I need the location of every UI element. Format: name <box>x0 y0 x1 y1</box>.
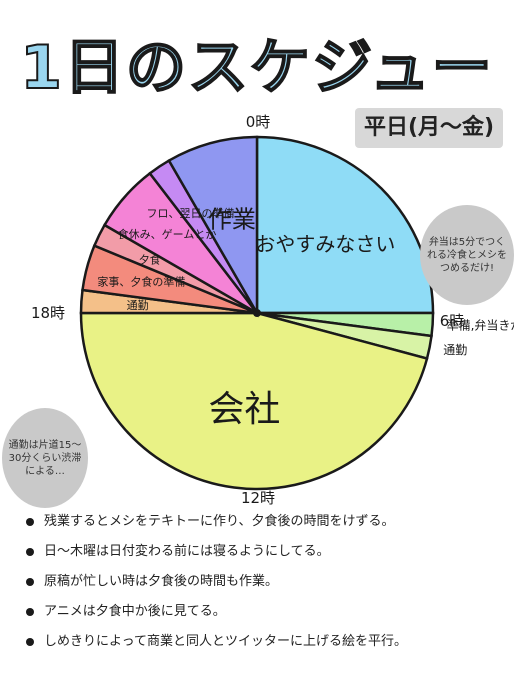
slice-label: 作業 <box>208 206 256 234</box>
slice-label: 会社 <box>208 389 280 430</box>
notes-list: 残業するとメシをテキトーに作り、夕食後の時間をけずる。 日〜木曜は日付変わる前に… <box>26 508 506 658</box>
note-item: 原稿が忙しい時は夕食後の時間も作業。 <box>26 568 506 598</box>
tick-label-0h: 0時 <box>246 113 271 131</box>
tick-label-18h: 18時 <box>31 304 65 322</box>
slice-label: おやすみなさい <box>255 232 395 256</box>
note-item: しめきりによって商業と同人とツイッターに上げる絵を平行。 <box>26 628 506 658</box>
slice-label: フロ、翌日の準備 <box>147 206 235 220</box>
slice-label: 家事、夕食の準備 <box>97 275 185 289</box>
note-item: アニメは夕食中か後に見てる。 <box>26 598 506 628</box>
page-subtitle: 平日(月〜金) <box>355 108 503 148</box>
commute-note-bubble: 通勤は片道15〜30分くらい渋滞による… <box>2 408 88 508</box>
slice-label: 準備,弁当きがえ <box>447 317 514 332</box>
tick-label-12h: 12時 <box>241 489 275 507</box>
pie-slice <box>255 135 435 315</box>
note-item: 日〜木曜は日付変わる前には寝るようにしてる。 <box>26 538 506 568</box>
pie-slice <box>79 311 429 491</box>
slice-label: 通勤 <box>127 299 149 312</box>
tick-label-6h: 6時 <box>440 312 465 330</box>
slice-label: 夕食 <box>139 253 161 267</box>
note-item: 残業するとメシをテキトーに作り、夕食後の時間をけずる。 <box>26 508 506 538</box>
pie-slice <box>167 135 259 318</box>
slice-label: 通勤 <box>443 343 467 357</box>
lunch-note-bubble: 弁当は5分でつくれる冷食とメシをつめるだけ! <box>420 205 514 305</box>
pie-center-dot <box>253 309 261 317</box>
slice-label: 食休み、ゲームとか <box>118 227 217 241</box>
